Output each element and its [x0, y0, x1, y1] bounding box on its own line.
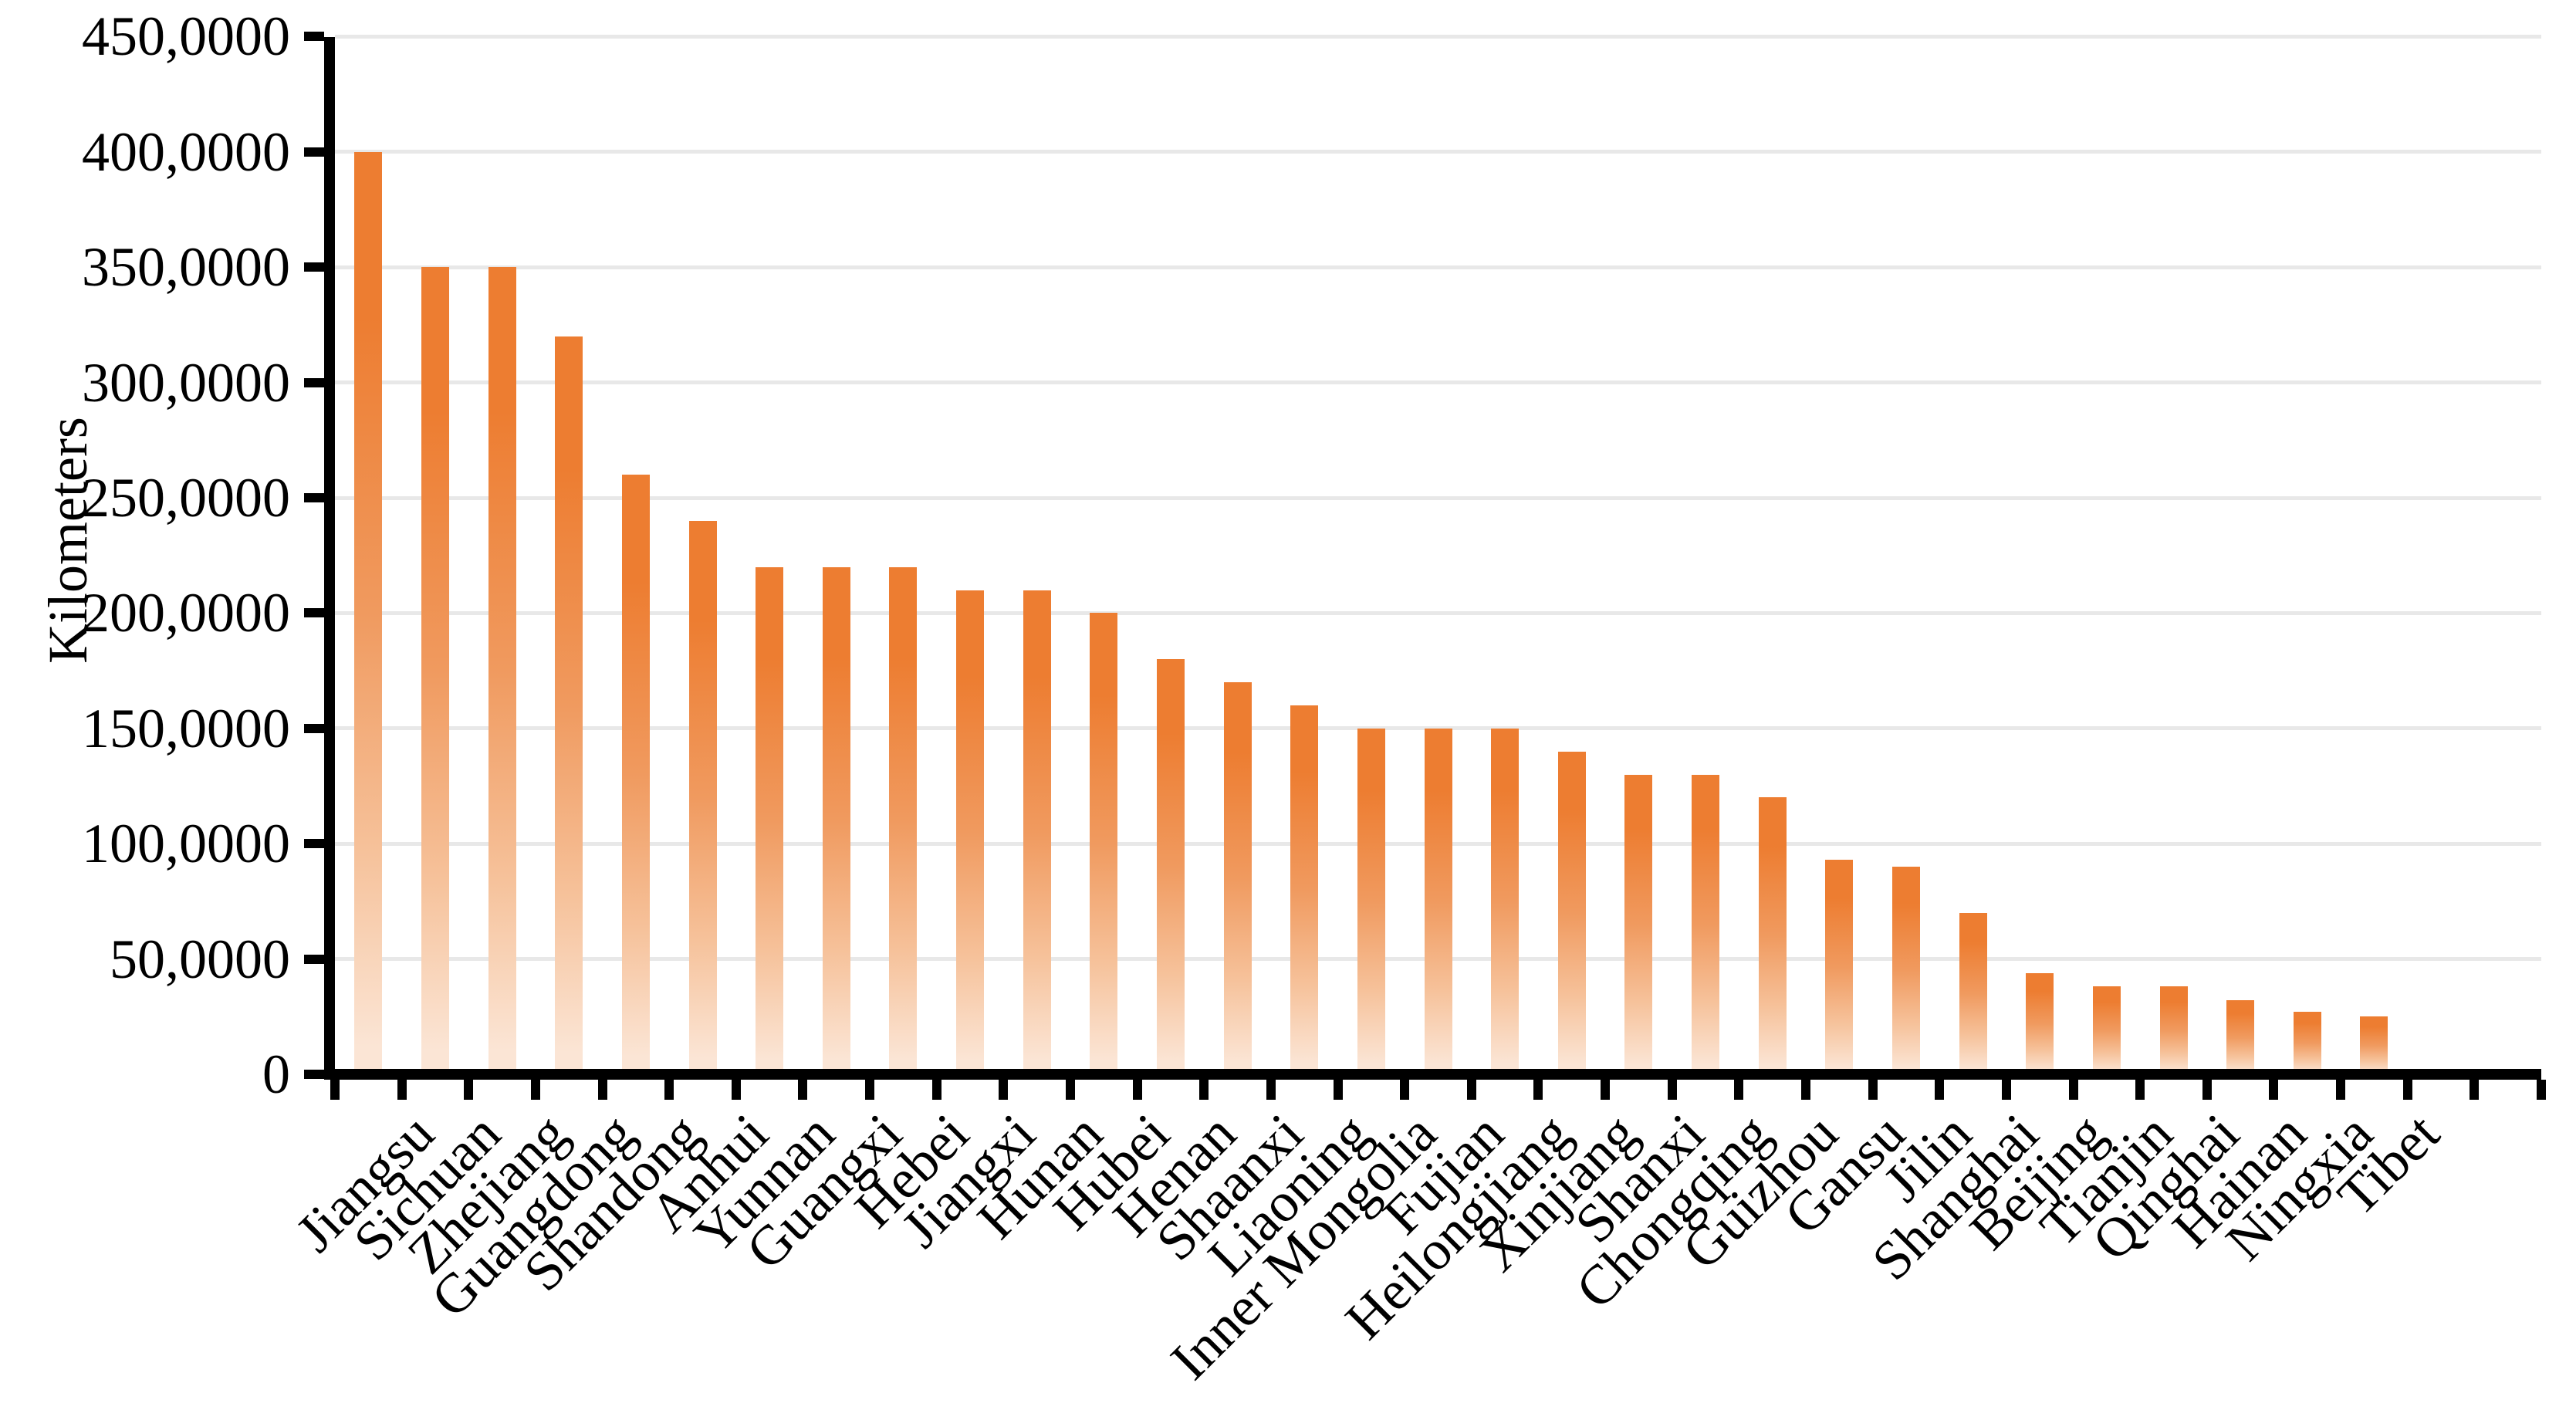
x-tick-32 [2470, 1080, 2480, 1100]
y-tick-50 [304, 954, 324, 964]
y-tick-label-300: 300,0000 [82, 351, 290, 414]
gridline-350 [335, 265, 2541, 269]
y-tick-label-200: 200,0000 [82, 582, 290, 644]
y-tick-300 [304, 377, 324, 387]
bar-chongqing [1692, 774, 1720, 1074]
x-tick-6 [731, 1080, 741, 1100]
x-tick-8 [865, 1080, 875, 1100]
x-tick-31 [2402, 1080, 2412, 1100]
x-tick-23 [1868, 1080, 1878, 1100]
bar-inner-mongolia [1357, 728, 1385, 1074]
x-tick-29 [2269, 1080, 2279, 1100]
bar-heilongjiang [1491, 728, 1520, 1074]
x-tick-7 [798, 1080, 808, 1100]
y-tick-0 [304, 1070, 324, 1079]
bar-anhui [688, 520, 717, 1074]
bar-jiangsu [354, 151, 383, 1074]
y-tick-label-100: 100,0000 [82, 813, 290, 875]
y-tick-400 [304, 147, 324, 157]
y-tick-250 [304, 493, 324, 502]
x-tick-12 [1132, 1080, 1142, 1100]
x-tick-14 [1266, 1080, 1276, 1100]
bar-ningxia [2293, 1012, 2321, 1074]
bar-jilin [1891, 867, 1920, 1074]
bar-shandong [621, 475, 650, 1074]
bar-guangdong [555, 336, 583, 1074]
bar-liaoning [1290, 705, 1319, 1074]
bar-jiangxi [956, 590, 985, 1074]
bar-shanxi [1624, 774, 1653, 1074]
x-tick-30 [2336, 1080, 2346, 1100]
bar-henan [1156, 659, 1185, 1074]
bar-hubei [1090, 613, 1118, 1074]
x-axis [324, 1069, 2541, 1080]
y-tick-200 [304, 608, 324, 618]
y-tick-label-150: 150,0000 [82, 697, 290, 759]
y-tick-label-250: 250,0000 [82, 467, 290, 529]
x-tick-9 [931, 1080, 941, 1100]
y-tick-label-0: 0 [262, 1043, 290, 1105]
x-tick-10 [999, 1080, 1009, 1100]
y-axis [324, 37, 335, 1080]
x-tick-22 [1801, 1080, 1810, 1100]
y-tick-350 [304, 262, 324, 272]
bar-tibet [2360, 1016, 2388, 1074]
x-tick-24 [1935, 1080, 1945, 1100]
bar-gansu [1825, 860, 1854, 1074]
x-tick-20 [1667, 1080, 1677, 1100]
x-tick-18 [1533, 1080, 1543, 1100]
bar-xinjiang [1557, 751, 1586, 1074]
x-tick-2 [464, 1080, 474, 1100]
x-tick-4 [597, 1080, 607, 1100]
x-tick-19 [1601, 1080, 1611, 1100]
gridline-450 [335, 34, 2541, 39]
x-tick-11 [1066, 1080, 1075, 1100]
gridline-400 [335, 150, 2541, 154]
y-tick-label-350: 350,0000 [82, 236, 290, 299]
x-tick-16 [1400, 1080, 1410, 1100]
bar-qinghai [2159, 986, 2188, 1074]
x-tick-15 [1333, 1080, 1343, 1100]
x-tick-26 [2068, 1080, 2078, 1100]
bar-guangxi [822, 566, 850, 1074]
gridline-250 [335, 495, 2541, 500]
bar-beijing [2026, 972, 2054, 1074]
bar-guizhou [1758, 797, 1787, 1074]
y-tick-450 [304, 32, 324, 42]
bar-hainan [2226, 1000, 2255, 1074]
x-tick-28 [2202, 1080, 2212, 1100]
gridline-200 [335, 610, 2541, 615]
x-tick-5 [664, 1080, 674, 1100]
x-tick-13 [1199, 1080, 1209, 1100]
bar-yunnan [756, 566, 784, 1074]
x-tick-27 [2135, 1080, 2145, 1100]
x-tick-3 [530, 1080, 540, 1100]
bar-fujian [1424, 728, 1452, 1074]
bar-tianjin [2092, 986, 2121, 1074]
bar-shanghai [1959, 912, 1987, 1074]
bar-zhejiang [488, 267, 516, 1074]
x-tick-17 [1466, 1080, 1476, 1100]
x-tick-25 [2001, 1080, 2011, 1100]
bar-shaanxi [1223, 682, 1252, 1074]
bar-hebei [889, 566, 918, 1074]
y-tick-100 [304, 839, 324, 849]
y-tick-150 [304, 723, 324, 733]
bar-sichuan [421, 267, 449, 1074]
y-axis-title: Kilometers [37, 417, 99, 664]
y-tick-label-400: 400,0000 [82, 120, 290, 183]
x-tick-0 [330, 1080, 340, 1100]
gridline-300 [335, 380, 2541, 385]
x-tick-1 [397, 1080, 407, 1100]
x-tick-33 [2537, 1080, 2546, 1100]
y-tick-label-50: 50,0000 [110, 928, 290, 990]
bar-hunan [1023, 590, 1051, 1074]
x-tick-21 [1734, 1080, 1744, 1100]
y-tick-label-450: 450,0000 [82, 5, 290, 68]
